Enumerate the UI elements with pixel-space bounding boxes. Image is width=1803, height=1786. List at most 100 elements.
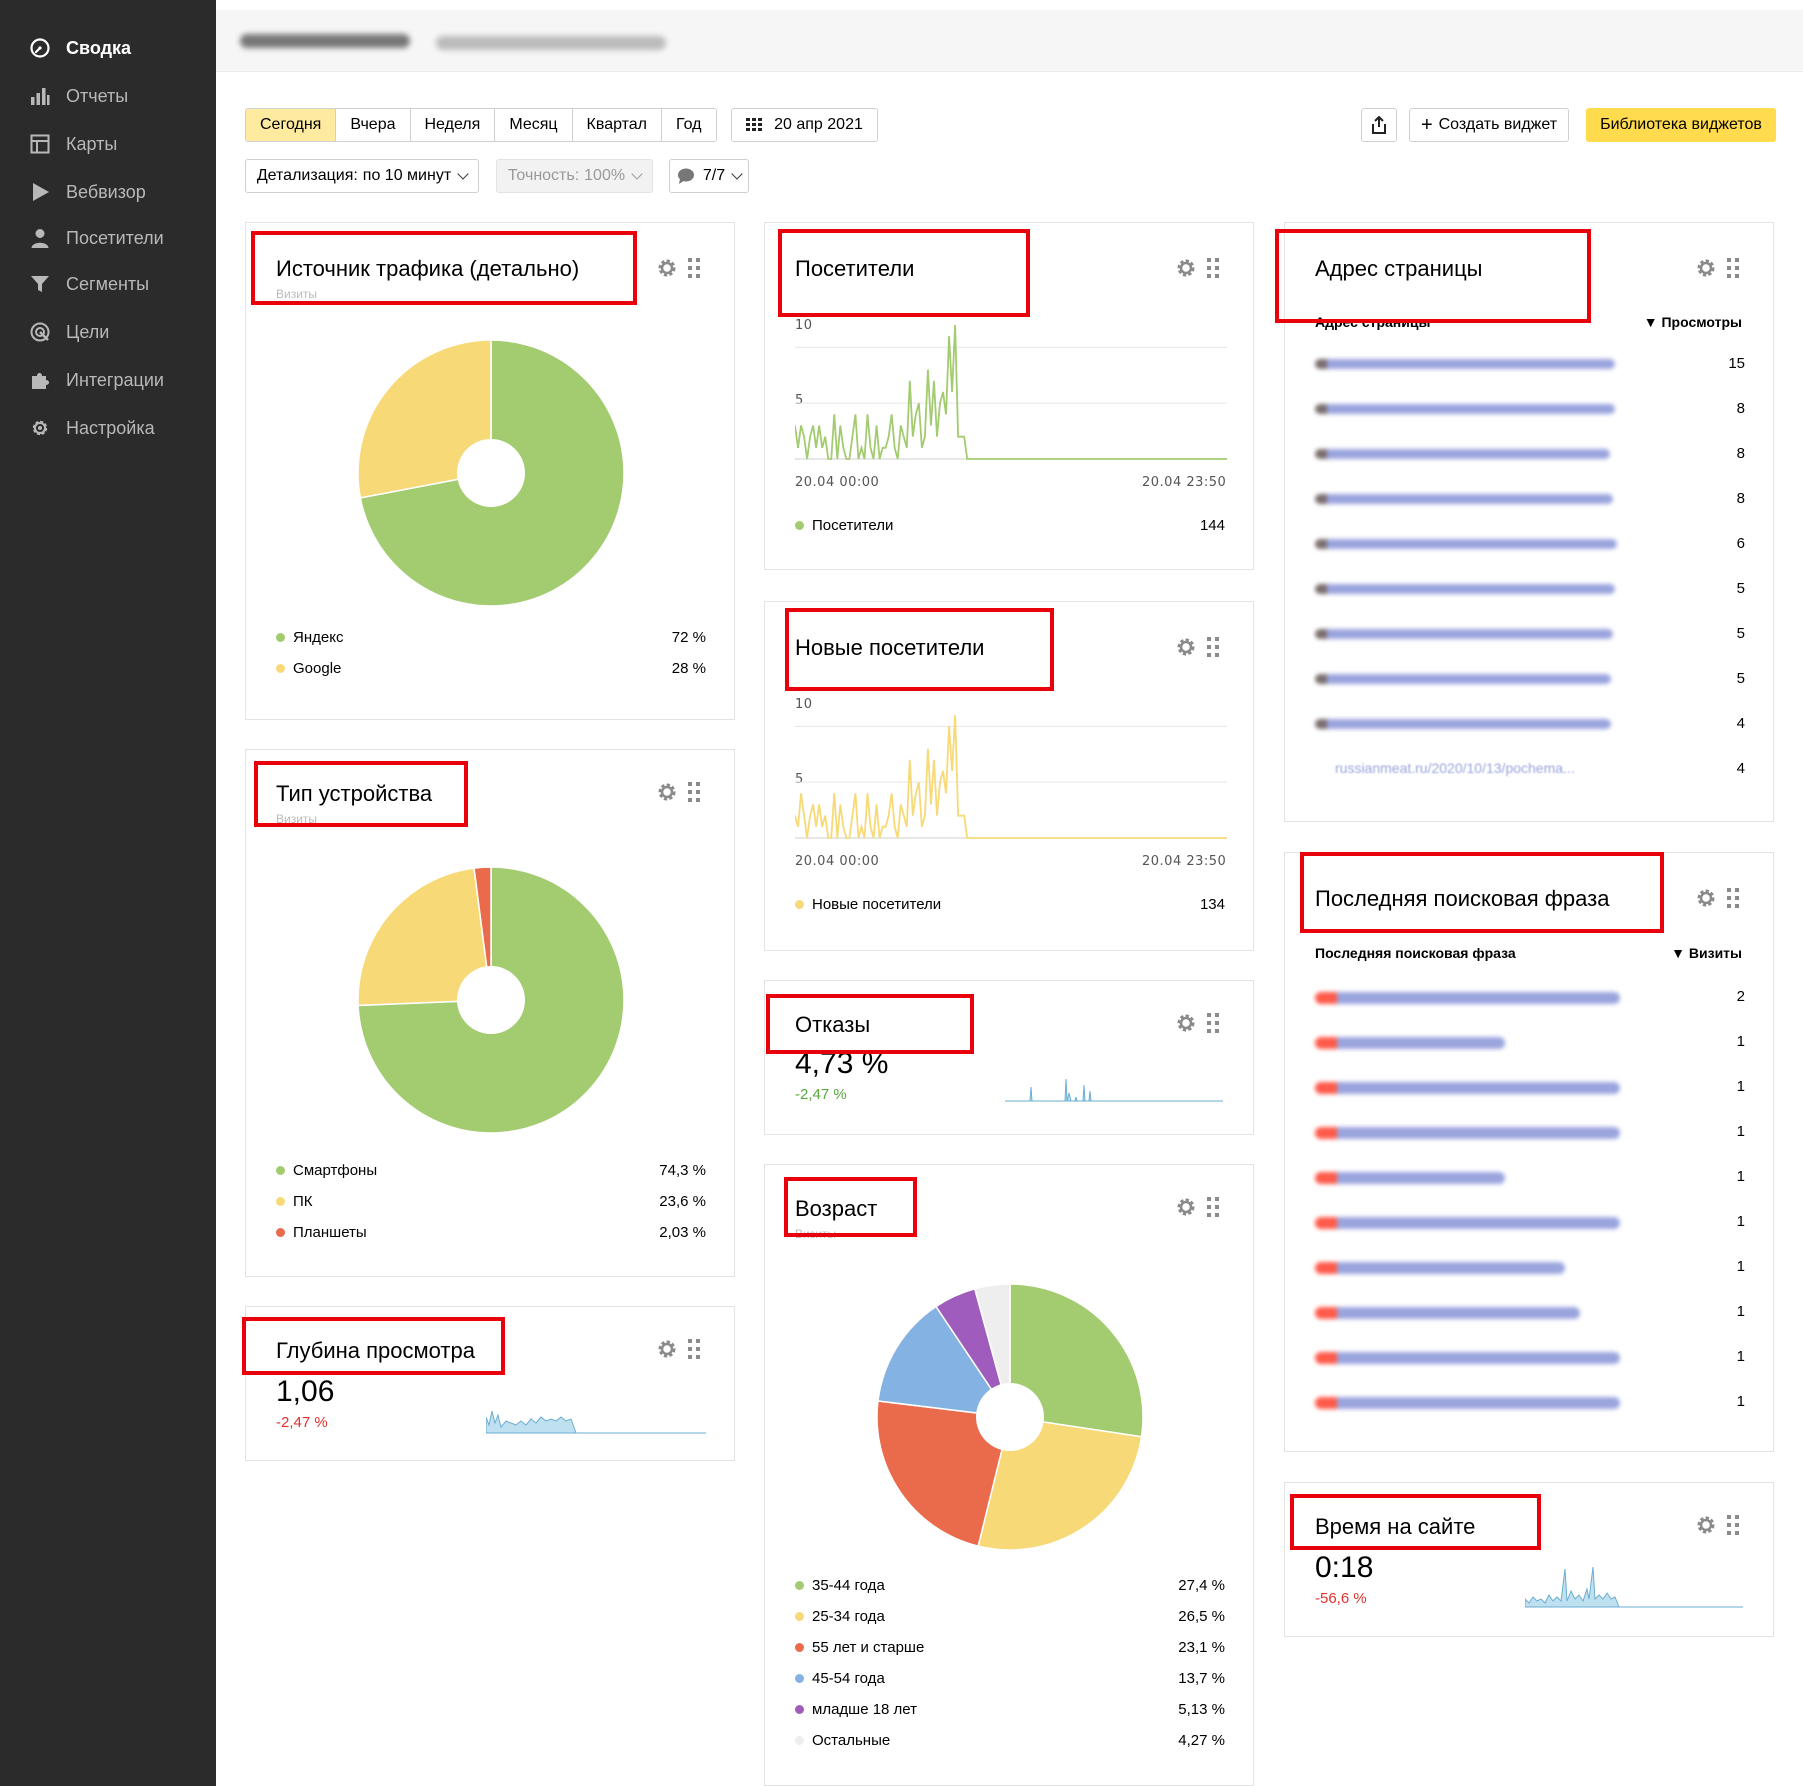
row-link-redacted[interactable] bbox=[1315, 1262, 1565, 1274]
accuracy-dropdown[interactable]: Точность: 100% bbox=[496, 159, 653, 193]
gear-icon[interactable] bbox=[1175, 1012, 1197, 1034]
export-button[interactable] bbox=[1361, 108, 1397, 142]
row-link-redacted[interactable] bbox=[1315, 1037, 1505, 1049]
row-link-redacted[interactable] bbox=[1315, 629, 1613, 639]
column-header-page[interactable]: Адрес страницы bbox=[1315, 314, 1431, 330]
table-row[interactable]: 6 bbox=[1315, 535, 1745, 555]
drag-handle-icon[interactable] bbox=[688, 782, 700, 802]
row-link-redacted[interactable] bbox=[1315, 1352, 1620, 1364]
row-link-redacted[interactable] bbox=[1315, 1397, 1620, 1409]
table-row[interactable]: 2 bbox=[1315, 988, 1745, 1008]
gear-icon[interactable] bbox=[1695, 1514, 1717, 1536]
column-header-phrase[interactable]: Последняя поисковая фраза bbox=[1315, 945, 1516, 961]
drag-handle-icon[interactable] bbox=[688, 258, 700, 278]
sidebar: Сводка Отчеты Карты Вебвизор Посетители … bbox=[0, 0, 216, 1786]
period-year[interactable]: Год bbox=[662, 109, 716, 141]
table-row[interactable]: 8 bbox=[1315, 445, 1745, 465]
drag-handle-icon[interactable] bbox=[1727, 1515, 1739, 1535]
table-row[interactable]: 1 bbox=[1315, 1213, 1745, 1233]
table-row[interactable]: 1 bbox=[1315, 1348, 1745, 1368]
table-row[interactable]: 5 bbox=[1315, 580, 1745, 600]
drag-handle-icon[interactable] bbox=[1207, 258, 1219, 278]
sidebar-item-summary[interactable]: Сводка bbox=[28, 33, 131, 63]
sidebar-item-reports[interactable]: Отчеты bbox=[28, 81, 128, 111]
sidebar-item-webvisor[interactable]: Вебвизор bbox=[28, 177, 146, 207]
table-row[interactable]: 8 bbox=[1315, 490, 1745, 510]
drag-handle-icon[interactable] bbox=[1207, 637, 1219, 657]
row-link-redacted[interactable] bbox=[1315, 992, 1620, 1004]
period-week[interactable]: Неделя bbox=[410, 109, 496, 141]
table-row[interactable]: russianmeat.ru/2020/10/13/pochema... 4 bbox=[1315, 760, 1745, 780]
table-row[interactable]: 1 bbox=[1315, 1303, 1745, 1323]
period-month[interactable]: Месяц bbox=[495, 109, 573, 141]
sidebar-item-segments[interactable]: Сегменты bbox=[28, 269, 149, 299]
sidebar-item-goals[interactable]: Цели bbox=[28, 317, 109, 347]
row-link-redacted[interactable] bbox=[1315, 1172, 1505, 1184]
x-axis-start: 20.04 00:00 bbox=[795, 854, 880, 869]
gear-icon[interactable] bbox=[1175, 1196, 1197, 1218]
row-link-redacted[interactable] bbox=[1315, 719, 1611, 729]
gear-icon[interactable] bbox=[1175, 257, 1197, 279]
segments-dropdown[interactable]: 7/7 bbox=[669, 159, 749, 193]
widget-visitors: Посетители 10 5 20.04 00:00 20.04 23:50 … bbox=[764, 222, 1254, 570]
pie-slice[interactable] bbox=[1009, 1283, 1144, 1438]
gear-icon[interactable] bbox=[1695, 257, 1717, 279]
table-row[interactable]: 1 bbox=[1315, 1393, 1745, 1413]
table-row[interactable]: 1 bbox=[1315, 1078, 1745, 1098]
table-row[interactable]: 4 bbox=[1315, 715, 1745, 735]
table-row[interactable]: 1 bbox=[1315, 1258, 1745, 1278]
legend-value: 134 bbox=[1199, 896, 1225, 913]
row-link-redacted[interactable] bbox=[1315, 449, 1610, 459]
table-row[interactable]: 1 bbox=[1315, 1033, 1745, 1053]
gear-icon[interactable] bbox=[656, 257, 678, 279]
gear-icon[interactable] bbox=[656, 1338, 678, 1360]
drag-handle-icon[interactable] bbox=[1207, 1197, 1219, 1217]
sidebar-item-visitors[interactable]: Посетители bbox=[28, 223, 164, 253]
table-row[interactable]: 5 bbox=[1315, 625, 1745, 645]
column-header-visits[interactable]: ▼ Визиты bbox=[1671, 945, 1742, 961]
table-row[interactable]: 15 bbox=[1315, 355, 1745, 375]
period-yesterday[interactable]: Вчера bbox=[336, 109, 411, 141]
sidebar-item-settings[interactable]: Настройка bbox=[28, 413, 155, 443]
gear-icon[interactable] bbox=[656, 781, 678, 803]
drag-handle-icon[interactable] bbox=[1727, 258, 1739, 278]
widget-library-button[interactable]: Библиотека виджетов bbox=[1586, 108, 1776, 142]
row-link-redacted[interactable] bbox=[1315, 404, 1615, 414]
detail-dropdown[interactable]: Детализация: по 10 минут bbox=[245, 159, 479, 193]
create-widget-button[interactable]: + Создать виджет bbox=[1409, 108, 1569, 142]
row-link-redacted[interactable] bbox=[1315, 584, 1615, 594]
date-label: 20 апр 2021 bbox=[774, 116, 863, 133]
series-line bbox=[795, 715, 1227, 839]
table-row[interactable]: 8 bbox=[1315, 400, 1745, 420]
sidebar-item-integrations[interactable]: Интеграции bbox=[28, 365, 164, 395]
date-picker-button[interactable]: 20 апр 2021 bbox=[731, 108, 878, 142]
drag-handle-icon[interactable] bbox=[1727, 888, 1739, 908]
pie-slice[interactable] bbox=[357, 867, 492, 1007]
column-header-views[interactable]: ▼ Просмотры bbox=[1643, 314, 1742, 330]
pie-slice[interactable] bbox=[973, 1283, 1011, 1418]
sidebar-item-maps[interactable]: Карты bbox=[28, 129, 117, 159]
drag-handle-icon[interactable] bbox=[688, 1339, 700, 1359]
row-link-redacted[interactable] bbox=[1315, 674, 1611, 684]
period-today[interactable]: Сегодня bbox=[246, 109, 337, 141]
row-link[interactable]: russianmeat.ru/2020/10/13/pochema... bbox=[1335, 760, 1575, 776]
x-axis-start: 20.04 00:00 bbox=[795, 475, 880, 490]
table-row[interactable]: 1 bbox=[1315, 1123, 1745, 1143]
table-row[interactable]: 5 bbox=[1315, 670, 1745, 690]
row-link-redacted[interactable] bbox=[1315, 1127, 1620, 1139]
row-link-redacted[interactable] bbox=[1315, 1217, 1620, 1229]
row-link-redacted[interactable] bbox=[1315, 494, 1613, 504]
pie-slice[interactable] bbox=[357, 339, 492, 499]
period-quarter[interactable]: Квартал bbox=[572, 109, 663, 141]
pie-slice[interactable] bbox=[877, 1305, 1012, 1418]
gear-icon[interactable] bbox=[1175, 636, 1197, 658]
row-link-redacted[interactable] bbox=[1315, 1082, 1620, 1094]
table-row[interactable]: 1 bbox=[1315, 1168, 1745, 1188]
row-link-redacted[interactable] bbox=[1315, 1307, 1580, 1319]
pie-slice[interactable] bbox=[977, 1416, 1143, 1551]
row-link-redacted[interactable] bbox=[1315, 359, 1615, 369]
gear-icon[interactable] bbox=[1695, 887, 1717, 909]
pie-slice[interactable] bbox=[876, 1400, 1011, 1548]
drag-handle-icon[interactable] bbox=[1207, 1013, 1219, 1033]
row-link-redacted[interactable] bbox=[1315, 539, 1617, 549]
